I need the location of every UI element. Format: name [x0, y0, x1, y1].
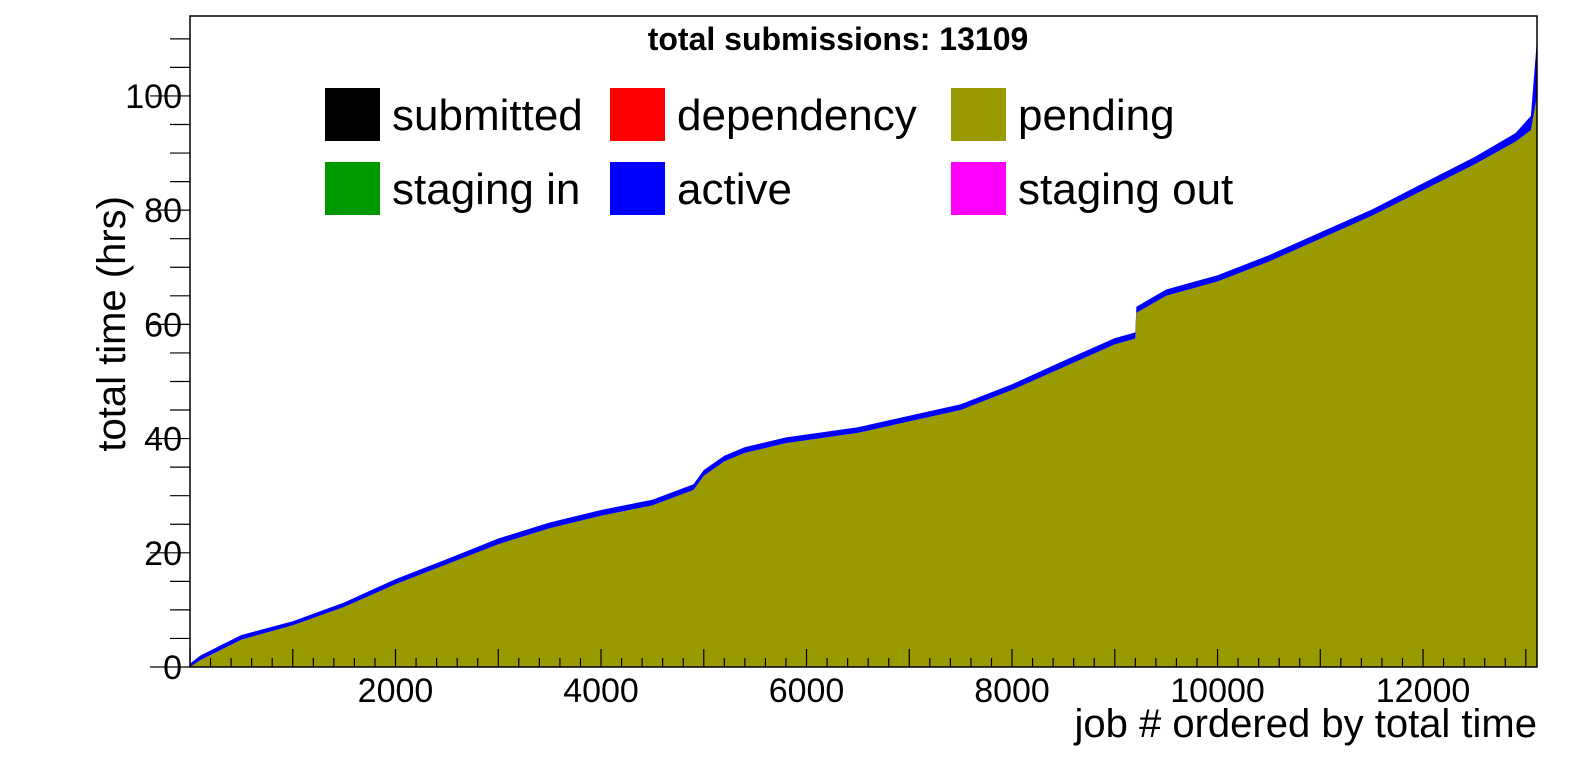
tick-labels: 2000 4000 6000 8000 10000 12000 0 20 40 60 80 100 — [125, 78, 1470, 710]
legend-swatch-staging-in — [325, 162, 380, 215]
legend-label-staging-out: staging out — [1018, 165, 1233, 214]
y-axis-title: total time (hrs) — [90, 196, 134, 452]
y-tick-label: 80 — [144, 192, 182, 230]
legend-swatch-pending — [951, 88, 1006, 141]
legend-label-staging-in: staging in — [392, 165, 580, 214]
y-tick-label: 0 — [163, 649, 182, 687]
legend-swatch-submitted — [325, 88, 380, 141]
plot-frame — [189, 15, 1538, 668]
y-tick-label: 100 — [125, 78, 182, 116]
legend-label-submitted: submitted — [392, 91, 583, 140]
area-pending — [190, 95, 1537, 667]
x-tick-label: 12000 — [1376, 672, 1471, 710]
y-tick-label: 40 — [144, 421, 182, 459]
x-tick-label: 10000 — [1170, 672, 1265, 710]
legend-label-active: active — [677, 165, 792, 214]
legend-swatch-active — [610, 162, 665, 215]
chart-title: total submissions: 13109 — [648, 21, 1029, 57]
x-tick-label: 8000 — [974, 672, 1050, 710]
y-tick-label: 20 — [144, 535, 182, 573]
legend-label-pending: pending — [1018, 91, 1175, 140]
legend-swatch-dependency — [610, 88, 665, 141]
x-axis-title: job # ordered by total time — [1074, 702, 1537, 746]
legend: submitted dependency pending staging in acti… — [325, 88, 1233, 215]
plot-area — [190, 38, 1537, 668]
x-tick-label: 4000 — [563, 672, 639, 710]
x-tick-label: 2000 — [358, 672, 434, 710]
axis-ticks — [150, 38, 1527, 668]
x-tick-label: 6000 — [769, 672, 845, 710]
legend-label-dependency: dependency — [677, 91, 917, 140]
legend-swatch-staging-out — [951, 162, 1006, 215]
y-tick-label: 60 — [144, 306, 182, 344]
